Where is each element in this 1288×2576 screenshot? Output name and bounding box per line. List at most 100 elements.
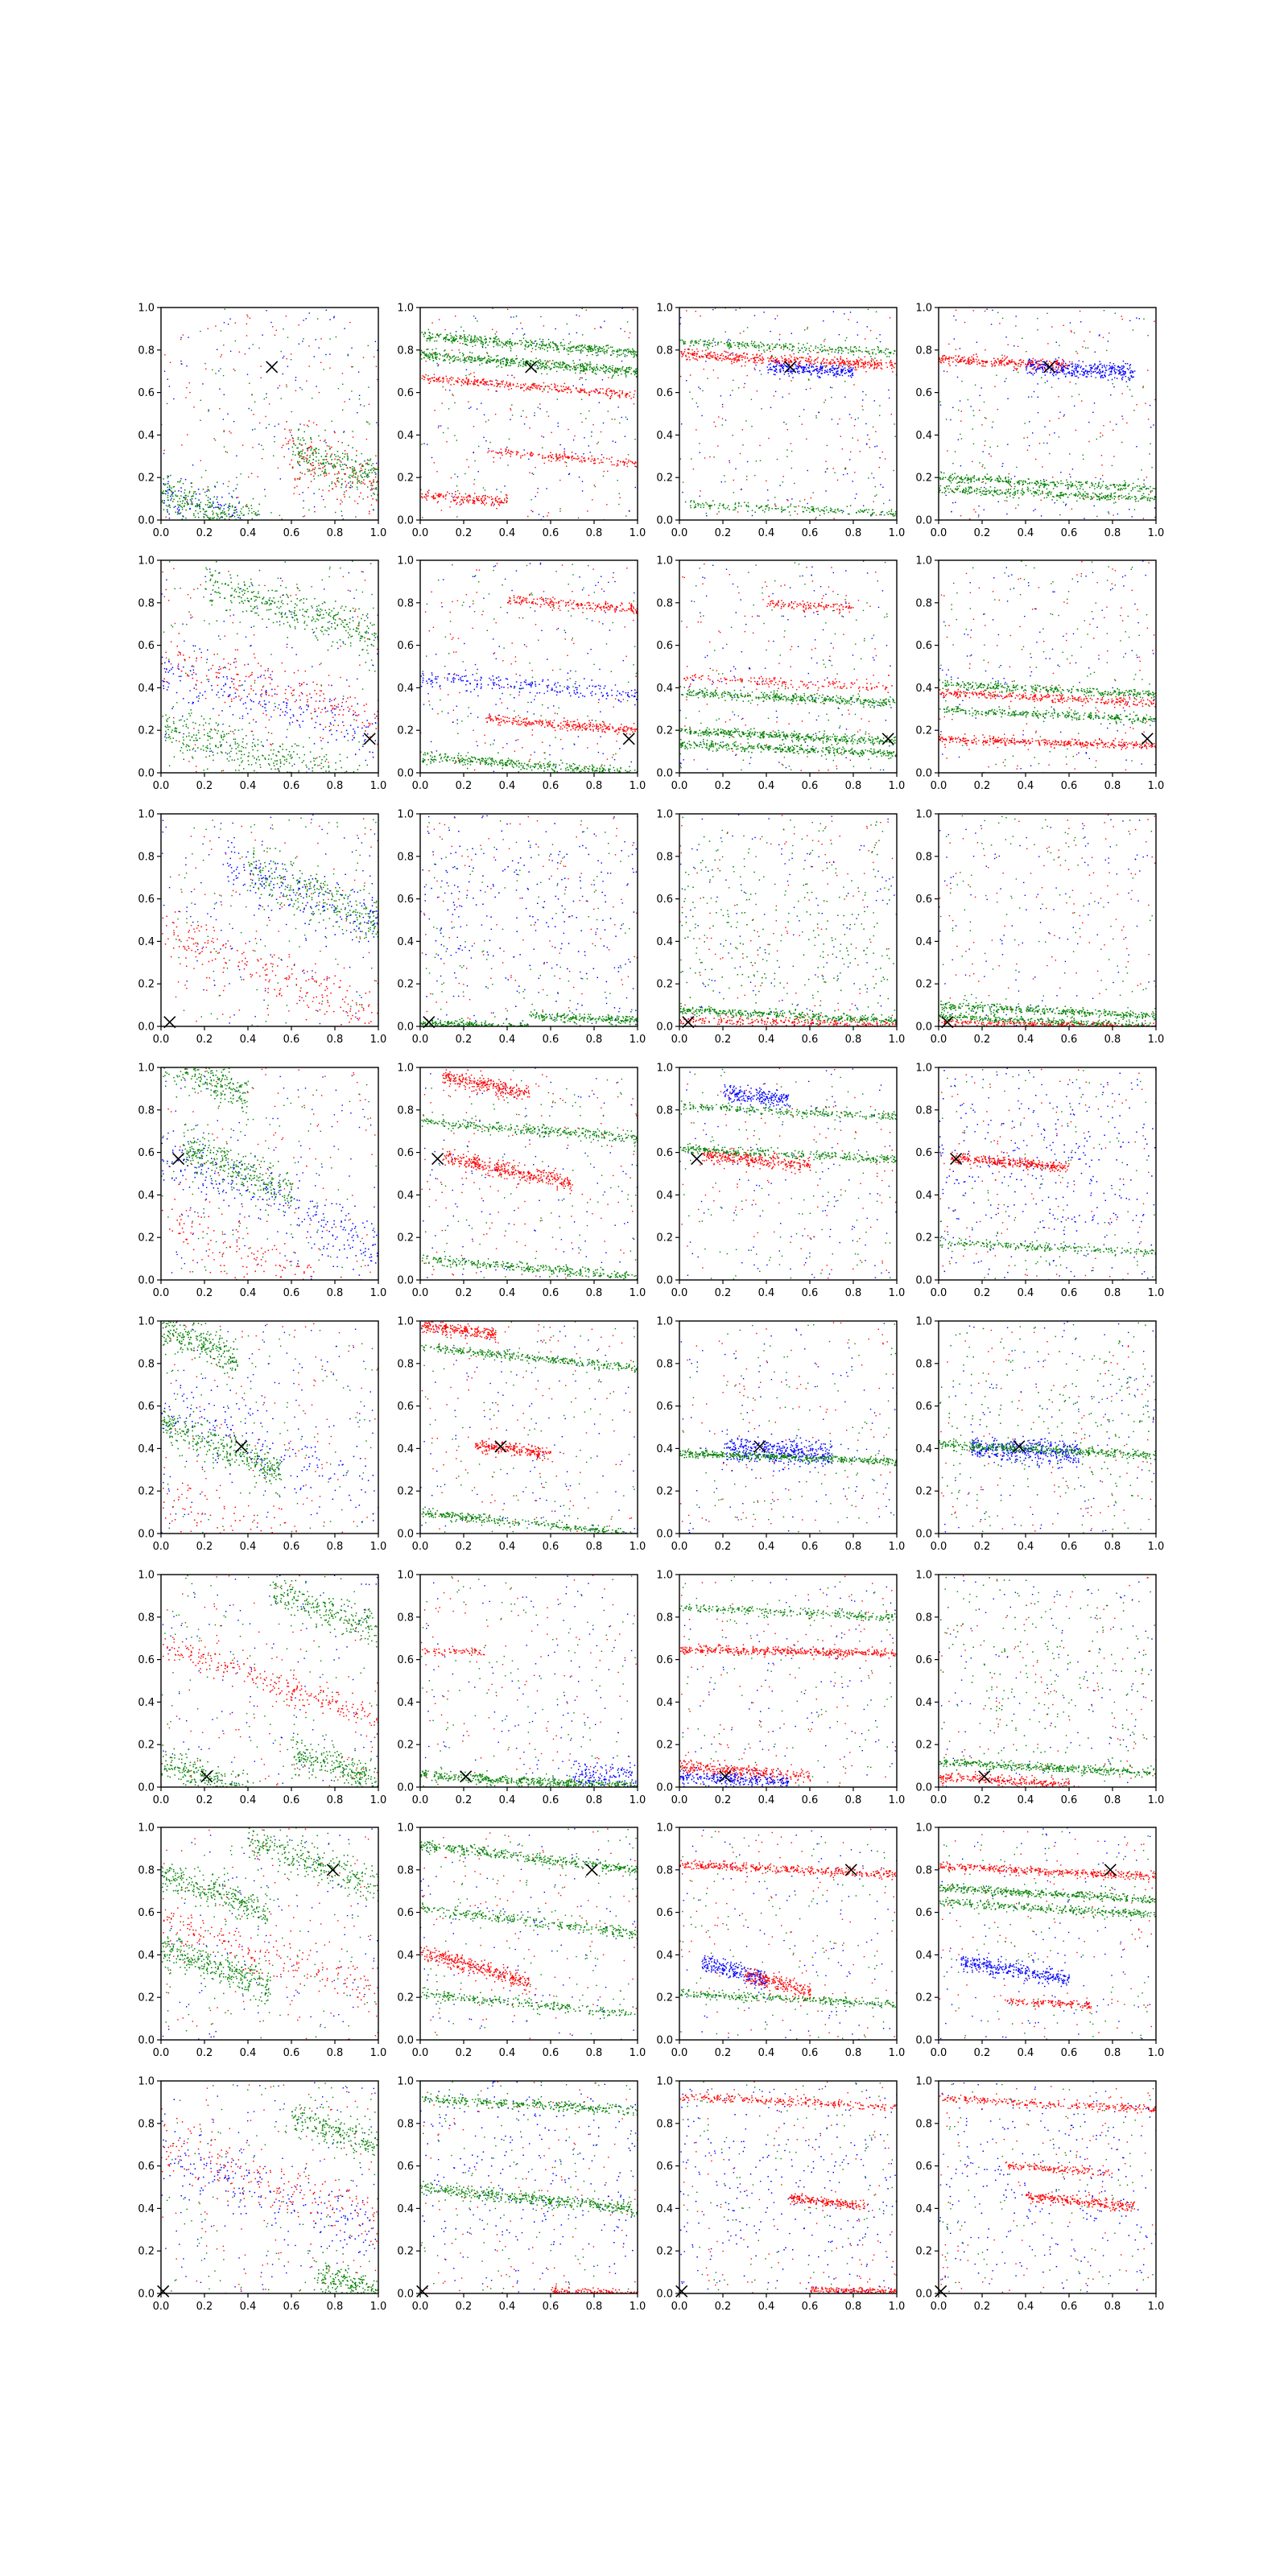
- scatter-point: [449, 332, 452, 334]
- scatter-point: [605, 345, 607, 347]
- scatter-point: [778, 362, 780, 365]
- scatter-point: [510, 360, 512, 362]
- scatter-point: [376, 469, 378, 470]
- scatter-point: [955, 359, 956, 361]
- scatter-point: [867, 308, 869, 310]
- scatter-point: [628, 336, 630, 339]
- scatter-point: [875, 363, 877, 365]
- scatter-point: [375, 498, 378, 501]
- scatter-point: [454, 435, 456, 436]
- scatter-point: [634, 463, 636, 464]
- scatter-point: [492, 360, 493, 361]
- scatter-point: [626, 393, 628, 394]
- scatter-point: [1016, 466, 1018, 469]
- scatter-point: [464, 493, 467, 495]
- scatter-point: [788, 370, 790, 372]
- scatter-point: [1154, 517, 1156, 518]
- scatter-point: [592, 349, 593, 351]
- scatter-point: [691, 341, 693, 343]
- scatter-point: [756, 361, 758, 364]
- scatter-point: [369, 458, 372, 460]
- scatter-point: [223, 394, 225, 395]
- scatter-point: [825, 365, 828, 367]
- scatter-point: [869, 329, 872, 332]
- scatter-point: [190, 500, 192, 502]
- y-tick-label: 0.2: [138, 473, 155, 485]
- scatter-point: [421, 378, 423, 379]
- scatter-point: [795, 363, 796, 365]
- scatter-point: [714, 354, 716, 356]
- scatter-point: [327, 460, 328, 463]
- scatter-point: [953, 338, 955, 340]
- scatter-point: [221, 505, 222, 507]
- scatter-point: [512, 383, 514, 385]
- scatter-point: [485, 342, 486, 345]
- scatter-point: [770, 361, 773, 362]
- scatter-point: [739, 332, 741, 334]
- scatter-point: [237, 517, 239, 518]
- scatter-point: [717, 341, 720, 343]
- scatter-point: [333, 465, 335, 467]
- scatter-point: [320, 361, 322, 364]
- scatter-point: [478, 355, 480, 357]
- scatter-point: [872, 352, 873, 353]
- scatter-point: [236, 511, 237, 513]
- scatter-point: [313, 356, 315, 357]
- scatter-point: [777, 361, 778, 363]
- scatter-point: [616, 372, 618, 374]
- scatter-point: [990, 361, 993, 362]
- scatter-point: [303, 456, 305, 458]
- scatter-point: [1027, 361, 1029, 363]
- scatter-point: [480, 336, 482, 338]
- scatter-point: [594, 368, 596, 369]
- scatter-point: [1005, 378, 1007, 380]
- y-tick-label: 0.4: [397, 430, 414, 442]
- scatter-point: [626, 321, 629, 323]
- scatter-point: [487, 452, 489, 453]
- scatter-point: [1136, 446, 1137, 448]
- scatter-point: [835, 374, 837, 375]
- scatter-point: [751, 341, 753, 342]
- scatter-point: [545, 366, 547, 368]
- scatter-point: [769, 368, 770, 370]
- y-tick-label: 0.4: [656, 430, 673, 442]
- scatter-point: [322, 459, 324, 460]
- scatter-point: [443, 338, 444, 341]
- scatter-point: [824, 349, 827, 352]
- scatter-point: [890, 413, 892, 415]
- scatter-point: [588, 458, 589, 460]
- scatter-point: [467, 384, 469, 386]
- scatter-point: [823, 362, 824, 365]
- scatter-point: [431, 333, 434, 335]
- scatter-point: [704, 353, 706, 355]
- scatter-point: [301, 389, 303, 390]
- scatter-point: [555, 361, 558, 364]
- scatter-point: [733, 358, 734, 360]
- scatter-point: [360, 470, 361, 472]
- scatter-point: [488, 448, 489, 450]
- scatter-point: [836, 479, 839, 481]
- scatter-point: [736, 356, 737, 358]
- scatter-point: [495, 361, 497, 363]
- scatter-point: [454, 359, 456, 361]
- scatter-point: [212, 505, 213, 507]
- scatter-point: [630, 398, 632, 399]
- scatter-point: [608, 370, 609, 372]
- scatter-point: [1031, 360, 1034, 362]
- scatter-point: [165, 489, 167, 492]
- scatter-point: [347, 458, 349, 460]
- scatter-point: [467, 356, 469, 357]
- scatter-point: [474, 335, 476, 336]
- scatter-point: [563, 386, 564, 387]
- scatter-point: [604, 353, 605, 354]
- scatter-point: [625, 349, 626, 351]
- scatter-point: [188, 503, 189, 505]
- scatter-point: [594, 485, 597, 488]
- scatter-point: [720, 395, 722, 397]
- scatter-point: [465, 378, 468, 380]
- scatter-point: [255, 512, 257, 514]
- scatter-point: [837, 508, 839, 510]
- scatter-point: [528, 458, 530, 460]
- scatter-point: [298, 428, 300, 430]
- y-tick-label: 0.4: [138, 430, 155, 442]
